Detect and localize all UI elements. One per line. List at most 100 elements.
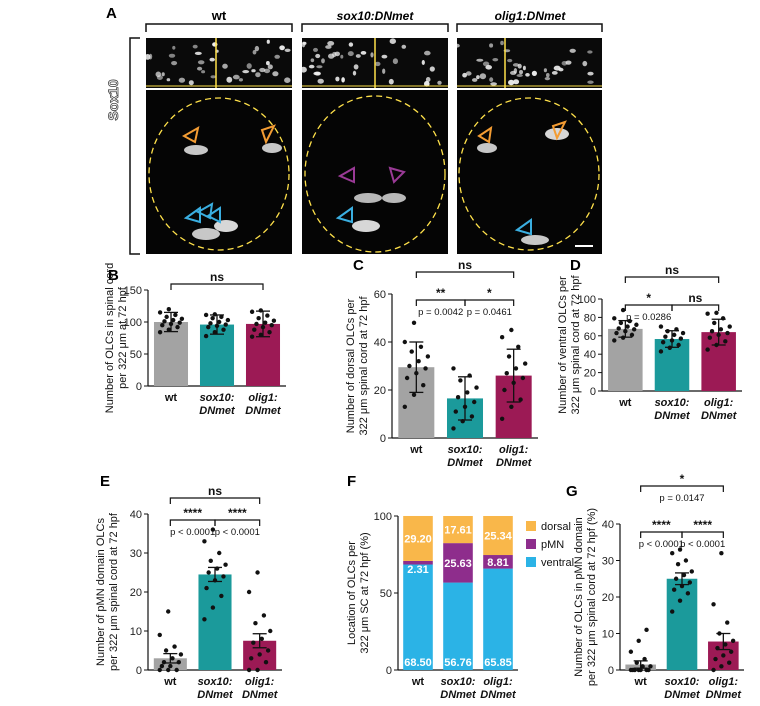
data-point — [723, 642, 728, 647]
data-point — [249, 309, 255, 314]
nucleus-dot — [565, 60, 572, 65]
x-category-label: olig1: — [483, 676, 513, 688]
data-point — [174, 667, 179, 673]
data-point — [469, 414, 475, 419]
data-point — [251, 640, 256, 645]
chart-g: G 0 10 20 30 40 Number of OLCs in pMN domain pe… — [566, 472, 744, 701]
y-tick-label: 40 — [602, 519, 614, 531]
x-category-label: DNmet — [197, 689, 234, 701]
nucleus-dot — [510, 70, 517, 75]
nucleus-dot — [401, 44, 407, 49]
y-tick-label: 100 — [124, 317, 142, 329]
data-point — [723, 339, 728, 344]
nucleus-dot — [238, 78, 243, 82]
data-point — [261, 613, 267, 618]
data-point — [160, 323, 165, 328]
x-category-label: DNmet — [440, 689, 477, 701]
data-point — [728, 649, 734, 654]
nucleus-dot — [315, 53, 321, 59]
data-point — [453, 409, 458, 414]
data-point — [164, 314, 169, 320]
significance-bracket — [169, 497, 261, 504]
data-point — [705, 347, 710, 352]
nucleus-dot — [194, 51, 202, 55]
data-point — [513, 366, 519, 371]
data-point — [612, 338, 617, 343]
x-category-label: olig1: — [704, 397, 734, 409]
legend-swatch-dorsal — [526, 521, 536, 531]
data-point — [425, 354, 431, 359]
section-sox10 — [302, 90, 448, 254]
data-point — [725, 620, 730, 625]
data-point — [680, 330, 686, 336]
nucleus-dot — [274, 54, 280, 59]
data-point — [176, 660, 181, 665]
significance-stars: **** — [652, 518, 671, 532]
significance-stars: ns — [688, 291, 702, 305]
x-category-label: wt — [634, 676, 648, 688]
data-point — [206, 570, 211, 575]
data-point — [681, 572, 687, 578]
nucleus-dot — [424, 50, 431, 56]
y-axis-label: per 322 μm spinal cord at 72 hpf (%) — [586, 508, 598, 686]
data-point — [210, 315, 215, 321]
nucleus-dot — [516, 74, 523, 77]
y-tick-label: 50 — [380, 588, 392, 600]
data-point — [252, 327, 257, 332]
data-point — [170, 317, 176, 323]
nucleus-dot — [348, 42, 354, 47]
x-category-label: wt — [411, 676, 425, 688]
significance-bracket — [624, 276, 720, 283]
data-point — [210, 605, 216, 610]
x-category-label: sox10: — [200, 392, 235, 404]
nucleus-dot — [321, 58, 325, 64]
nucleus-dot — [226, 76, 233, 83]
data-point — [516, 344, 521, 349]
data-point — [712, 320, 717, 326]
panel-letter-g: G — [566, 483, 578, 500]
stack-segment-pMN — [403, 560, 433, 565]
data-point — [646, 667, 651, 673]
panel-letter-e: E — [100, 473, 110, 490]
bar — [608, 328, 643, 391]
data-point — [208, 321, 213, 326]
data-point — [255, 667, 260, 673]
significance-stars: * — [646, 291, 651, 305]
data-point — [631, 327, 637, 332]
data-point — [636, 638, 641, 643]
nucleus-dot — [424, 80, 430, 87]
nucleus-dot — [465, 71, 472, 76]
y-tick-label: 80 — [584, 312, 596, 324]
nucleus-dot — [302, 41, 307, 45]
nucleus-dot — [462, 72, 467, 78]
nucleus-dot — [551, 71, 558, 75]
nucleus-dot — [197, 66, 203, 71]
data-point — [203, 333, 209, 339]
panel-a-annotations: A wt sox10:DNmet olig1:DNmet Sox10 — [105, 5, 603, 255]
nucleus-dot — [476, 75, 480, 80]
y-tick-label: 40 — [374, 337, 386, 349]
segment-value-label: 17.61 — [444, 525, 472, 537]
y-tick-label: 30 — [130, 548, 142, 560]
x-category-label: wt — [618, 397, 632, 409]
nucleus-dot — [246, 63, 252, 69]
stack-segment-pMN — [443, 543, 473, 583]
data-point — [216, 319, 222, 325]
stack-segment-ventral — [483, 568, 513, 670]
nucleus-dot — [161, 72, 165, 77]
nucleus-dot — [388, 78, 394, 85]
data-point — [157, 632, 162, 638]
y-tick-label: 20 — [130, 587, 142, 599]
x-category-label: DNmet — [706, 689, 743, 701]
y-tick-label: 60 — [584, 331, 596, 343]
data-point — [660, 340, 666, 345]
data-point — [166, 667, 171, 673]
data-point — [465, 390, 470, 395]
x-category-label: olig1: — [499, 444, 529, 456]
data-point — [257, 652, 262, 657]
significance-stars: ns — [208, 484, 222, 498]
section-wt — [146, 90, 292, 254]
data-point — [705, 311, 710, 316]
data-point — [265, 648, 271, 653]
